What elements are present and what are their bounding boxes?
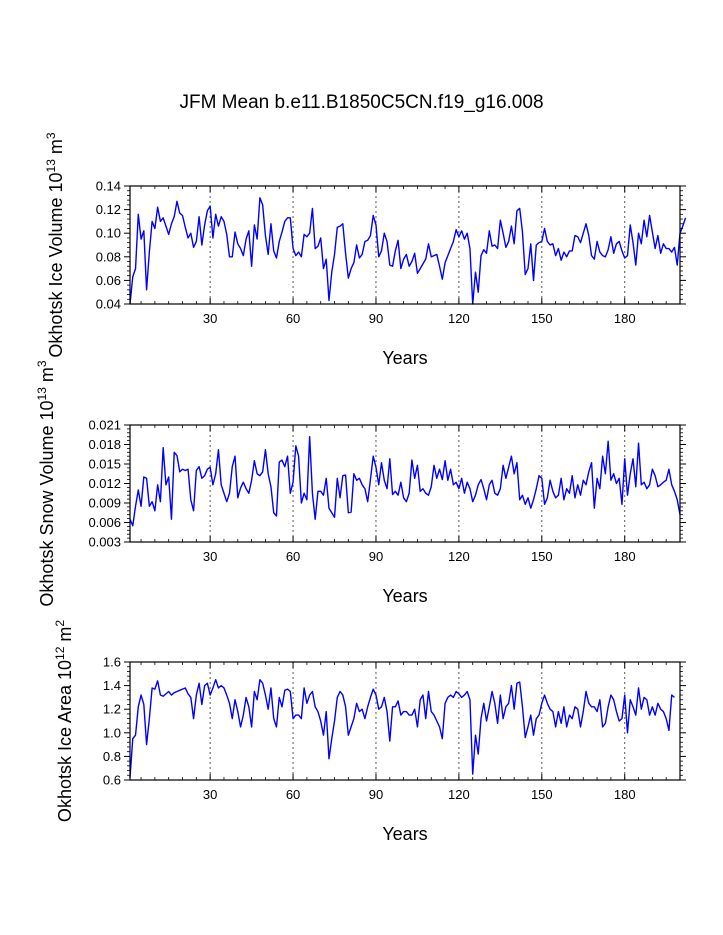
y-tick-label-3: 1.0 [103, 725, 121, 740]
y-tick-label-1: 0.6 [103, 773, 121, 788]
y-tick-label-6: 1.6 [103, 655, 121, 670]
chart-panel-2: 30 60 90 120 150 180 0.003 0.006 0.009 0.012 0.015… [35, 360, 686, 607]
plot-frame [129, 661, 681, 781]
x-tick-label-90: 90 [369, 549, 383, 564]
y-tick-label-1: 0.003 [88, 535, 121, 550]
chart-panel-1: 30 60 90 120 150 180 0.04 0.06 0.08 0.10 0.12 0.14 Y… [44, 132, 687, 368]
y-axis-label: Okhotsk Ice Area 1012 m2 [53, 620, 75, 822]
series-line [129, 436, 681, 527]
x-tick-label-60: 60 [286, 787, 300, 802]
x-tick-label-60: 60 [286, 311, 300, 326]
x-tick-label-180: 180 [614, 787, 636, 802]
y-tick-label-5: 0.015 [88, 457, 121, 472]
y-tick-label-6: 0.018 [88, 437, 121, 452]
y-tick-label-3: 0.08 [96, 249, 121, 264]
y-tick-label-6: 0.14 [96, 179, 121, 194]
y-tick-label-3: 0.009 [88, 496, 121, 511]
x-tick-label-120: 120 [448, 787, 470, 802]
y-tick-label-2: 0.8 [103, 749, 121, 764]
x-tick-label-120: 120 [448, 549, 470, 564]
y-tick-label-5: 1.4 [103, 678, 121, 693]
x-tick-label-150: 150 [531, 311, 553, 326]
series-line [129, 679, 675, 778]
x-tick-label-120: 120 [448, 311, 470, 326]
y-tick-label-1: 0.04 [96, 297, 121, 312]
y-tick-label-5: 0.12 [96, 202, 121, 217]
x-axis-label: Years [382, 348, 427, 368]
y-tick-label-4: 1.2 [103, 702, 121, 717]
y-axis-label: Okhotsk Ice Volume 1013 m3 [44, 132, 66, 357]
x-tick-label-90: 90 [369, 311, 383, 326]
x-tick-label-180: 180 [614, 549, 636, 564]
y-tick-label-7: 0.021 [88, 418, 121, 433]
plot-frame [129, 185, 681, 305]
x-axis-label: Years [382, 586, 427, 606]
series-line [129, 197, 687, 305]
x-axis-label: Years [382, 824, 427, 844]
x-tick-label-150: 150 [531, 549, 553, 564]
x-tick-label-60: 60 [286, 549, 300, 564]
x-tick-label-30: 30 [203, 787, 217, 802]
y-axis-label: Okhotsk Snow Volume 1013 m3 [35, 360, 57, 606]
y-tick-label-2: 0.06 [96, 273, 121, 288]
y-tick-label-4: 0.012 [88, 476, 121, 491]
y-tick-label-2: 0.006 [88, 515, 121, 530]
chart-panel-3: 30 60 90 120 150 180 0.6 0.8 1.0 1.2 1.4 1.6 Years Ok… [53, 620, 686, 844]
x-tick-label-30: 30 [203, 549, 217, 564]
x-tick-label-180: 180 [614, 311, 636, 326]
page-title: JFM Mean b.e11.B1850C5CN.f19_g16.008 [179, 92, 544, 113]
x-tick-label-150: 150 [531, 787, 553, 802]
y-tick-label-4: 0.10 [96, 226, 121, 241]
x-tick-label-90: 90 [369, 787, 383, 802]
x-tick-label-30: 30 [203, 311, 217, 326]
